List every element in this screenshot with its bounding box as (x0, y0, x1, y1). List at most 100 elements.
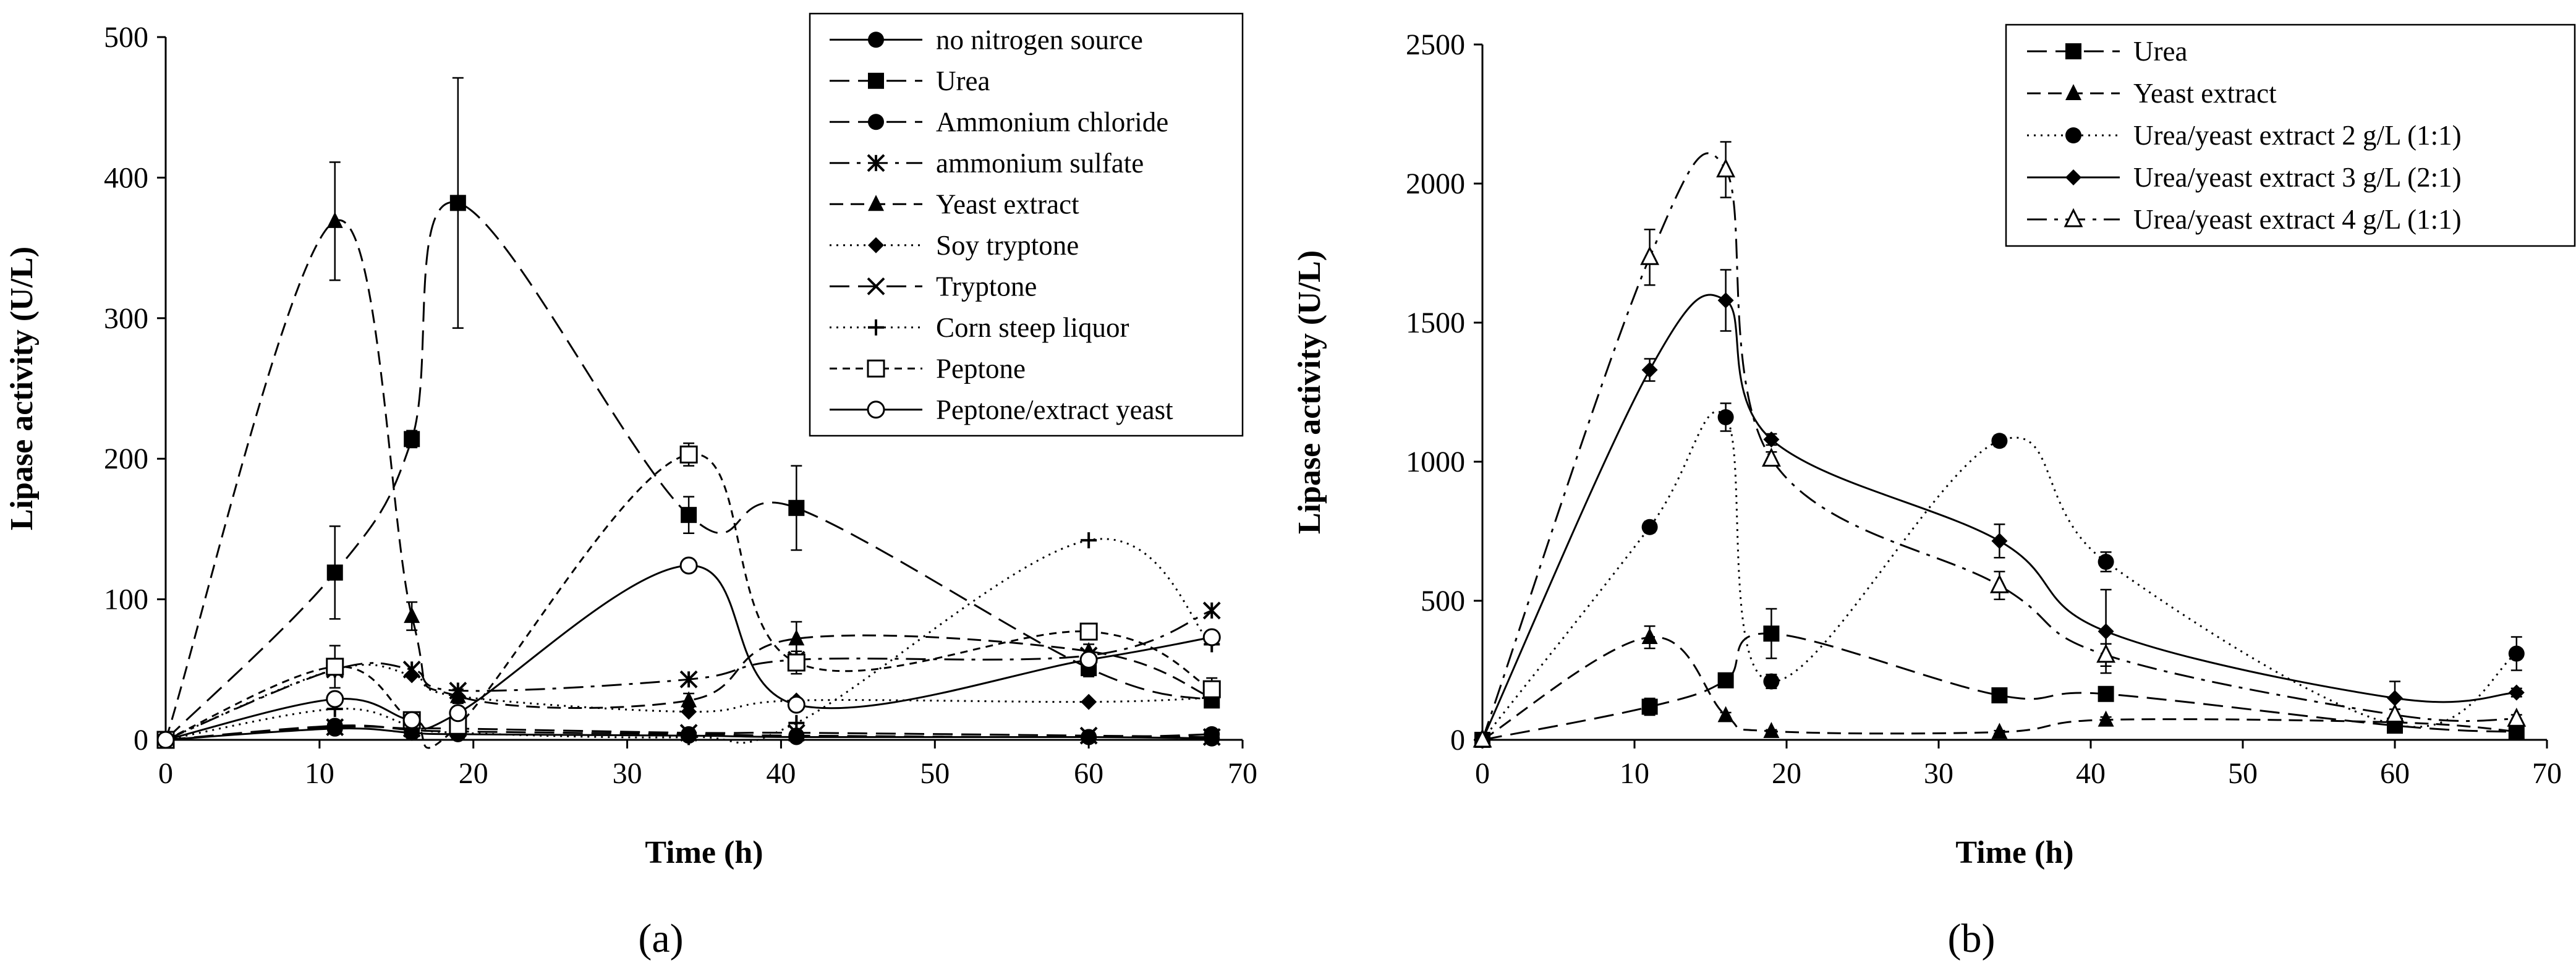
data-point (1763, 722, 1780, 739)
x-tick-label: 30 (613, 757, 642, 790)
legend-entry: Urea/yeast extract 3 g/L (2:1) (2027, 162, 2462, 193)
legend-label: Peptone (936, 353, 1026, 384)
data-point (2098, 554, 2114, 570)
data-point (1989, 574, 2009, 593)
data-point (787, 653, 806, 672)
x-tick-label: 20 (459, 757, 488, 790)
data-point (1641, 627, 1658, 644)
legend-entry: Urea/yeast extract 2 g/L (1:1) (2027, 120, 2462, 151)
data-point (2098, 623, 2114, 640)
data-point (1641, 519, 1658, 535)
legend-label: Ammonium chloride (936, 106, 1168, 137)
legend-marker (867, 359, 885, 378)
data-point (1202, 628, 1221, 647)
legend-marker (2065, 169, 2081, 185)
series-urea-yeast-extract-3-g-l-2-1 (1474, 269, 2525, 748)
series-yeast-extract (1474, 625, 2525, 747)
data-point (681, 691, 697, 708)
y-tick-label: 500 (104, 21, 148, 54)
y-tick-label: 1500 (1406, 307, 1465, 339)
data-point (1079, 650, 1098, 669)
x-tick-label: 70 (1228, 757, 1257, 790)
data-point (679, 670, 698, 689)
x-tick-label: 20 (1772, 757, 1801, 790)
legend-label: Urea/yeast extract 2 g/L (1:1) (2133, 120, 2462, 151)
data-point (679, 445, 698, 464)
data-point (788, 727, 805, 744)
data-point (788, 714, 805, 731)
legend-entry: Ammonium chloride (830, 106, 1168, 137)
legend-marker (867, 401, 885, 419)
panel-label: (a) (638, 916, 683, 961)
legend-entry: Tryptone (830, 271, 1037, 302)
legend-entry: Peptone (830, 353, 1026, 384)
y-tick-label: 2000 (1406, 167, 1465, 200)
legend-marker (2065, 43, 2081, 59)
y-tick-label: 1000 (1406, 446, 1465, 478)
series-urea-yeast-extract-4-g-l-1-1 (1473, 141, 2527, 748)
y-tick-label: 400 (104, 161, 148, 194)
x-axis-title: Time (h) (645, 835, 763, 870)
legend-marker (867, 154, 885, 172)
data-point (2508, 722, 2525, 739)
data-point (788, 629, 805, 646)
series-line (164, 219, 1212, 740)
legend-marker (2065, 127, 2081, 143)
x-tick-label: 60 (2380, 757, 2410, 790)
data-point (2387, 690, 2403, 706)
data-point (681, 703, 697, 720)
legend-label: Tryptone (936, 271, 1037, 302)
data-point (681, 729, 697, 745)
legend-label: Peptone/extract yeast (936, 394, 1173, 425)
data-point (2098, 685, 2114, 702)
legend-marker (868, 72, 884, 89)
data-point (1763, 625, 1780, 642)
x-tick-label: 40 (2076, 757, 2106, 790)
legend-entry: Yeast extract (830, 189, 1079, 219)
legend-entry: Corn steep liquor (830, 312, 1129, 343)
legend-marker (2065, 84, 2081, 100)
legend-entry: ammonium sulfate (830, 148, 1144, 179)
data-point (2385, 703, 2405, 723)
legend-marker (868, 114, 884, 130)
legend-label: Yeast extract (2133, 78, 2277, 109)
legend-entry: Urea/yeast extract 4 g/L (1:1) (2027, 204, 2462, 235)
legend-box (2005, 23, 2576, 247)
data-point (1717, 672, 1734, 689)
data-point (1761, 447, 1781, 467)
data-point (1081, 693, 1097, 710)
data-point (326, 718, 344, 736)
legend-entry: Urea (2027, 36, 2187, 67)
data-point (326, 564, 343, 581)
data-point (326, 690, 344, 708)
legend-marker (867, 277, 885, 295)
data-point (1641, 362, 1658, 378)
y-tick-label: 0 (134, 724, 148, 757)
legend-marker (868, 237, 884, 253)
data-point (449, 704, 467, 723)
legend-marker (2064, 208, 2083, 227)
data-point (1081, 532, 1097, 549)
y-tick-label: 2500 (1406, 28, 1465, 61)
data-point (156, 731, 175, 749)
legend-entry: Peptone/extract yeast (830, 394, 1173, 425)
x-tick-label: 0 (158, 757, 173, 790)
legend-entry: Soy tryptone (830, 230, 1079, 261)
series-line (165, 724, 1212, 741)
data-point (2098, 710, 2114, 727)
data-point (2507, 707, 2527, 727)
legend-label: Urea/yeast extract 4 g/L (1:1) (2133, 204, 2462, 235)
x-tick-label: 10 (1620, 757, 1649, 790)
series-line (165, 727, 1212, 741)
data-point (326, 211, 343, 228)
data-point (1202, 601, 1221, 620)
series-line (1481, 152, 2517, 740)
data-point (2508, 645, 2525, 662)
data-point (449, 195, 466, 211)
legend-marker (868, 32, 884, 48)
data-point (787, 695, 806, 714)
data-point (402, 711, 421, 729)
x-axis-title: Time (h) (1955, 835, 2073, 870)
data-point (1991, 433, 2008, 449)
